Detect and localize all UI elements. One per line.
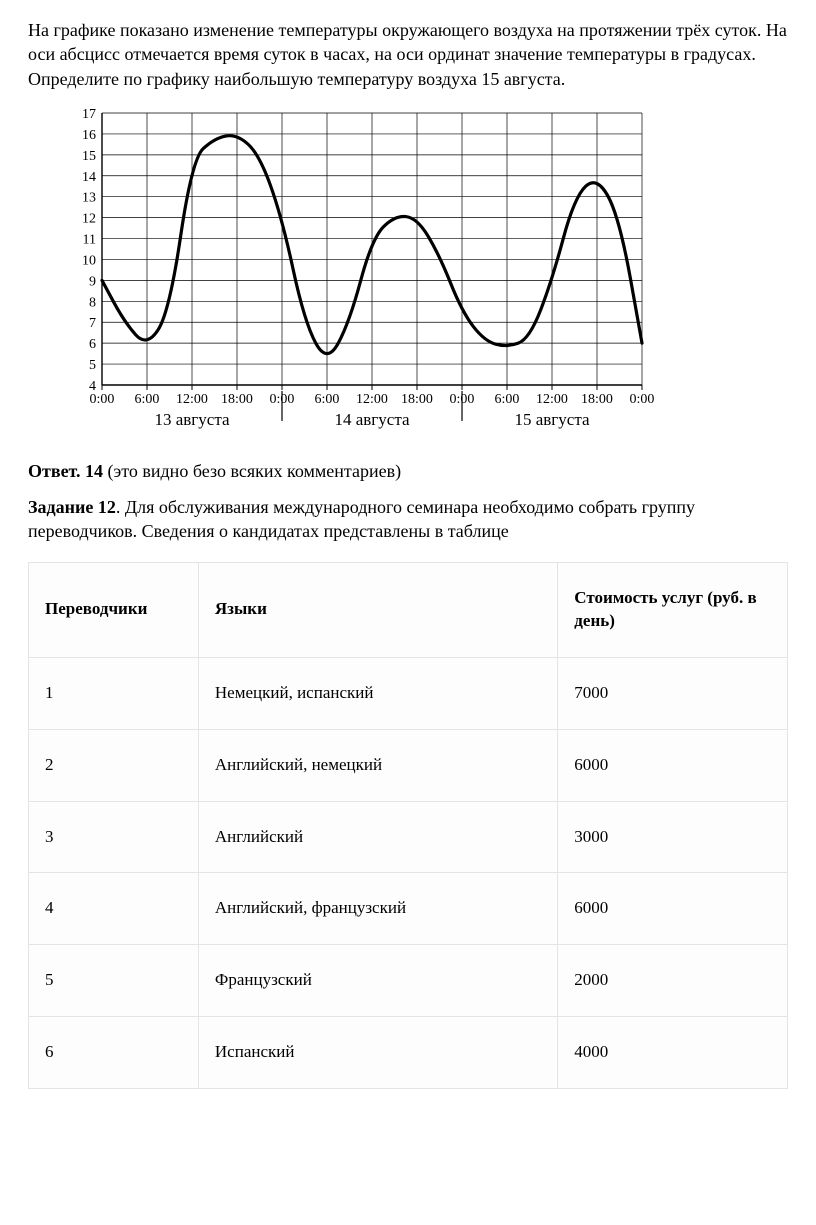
svg-text:6:00: 6:00	[495, 392, 520, 407]
svg-text:5: 5	[89, 358, 96, 373]
table-cell: Английский	[198, 801, 557, 873]
problem-text: На графике показано изменение температур…	[28, 18, 788, 91]
svg-text:18:00: 18:00	[221, 392, 253, 407]
table-cell: 4000	[558, 1017, 788, 1089]
table-cell: 1	[29, 657, 199, 729]
svg-text:6:00: 6:00	[135, 392, 160, 407]
svg-text:0:00: 0:00	[90, 392, 115, 407]
table-body: 1Немецкий, испанский70002Английский, нем…	[29, 657, 788, 1089]
svg-text:18:00: 18:00	[581, 392, 613, 407]
table-row: 3Английский3000	[29, 801, 788, 873]
table-cell: 6	[29, 1017, 199, 1089]
svg-text:17: 17	[82, 107, 96, 122]
svg-text:16: 16	[82, 128, 96, 143]
table-header-cell: Языки	[198, 562, 557, 657]
svg-text:15: 15	[82, 149, 96, 164]
svg-text:12:00: 12:00	[356, 392, 388, 407]
task-text: . Для обслуживания международного семина…	[28, 497, 695, 541]
table-cell: Английский, французский	[198, 873, 557, 945]
table-cell: 3000	[558, 801, 788, 873]
table-cell: 5	[29, 945, 199, 1017]
table-row: 5Французский2000	[29, 945, 788, 1017]
temperature-chart: 45678910111213141516170:006:0012:0018:00…	[64, 105, 788, 435]
svg-text:11: 11	[83, 232, 96, 247]
svg-text:18:00: 18:00	[401, 392, 433, 407]
svg-text:7: 7	[89, 316, 96, 331]
table-header-cell: Переводчики	[29, 562, 199, 657]
svg-text:10: 10	[82, 253, 96, 268]
svg-text:12:00: 12:00	[536, 392, 568, 407]
translators-table: ПереводчикиЯзыкиСтоимость услуг (руб. в …	[28, 562, 788, 1090]
table-cell: Английский, немецкий	[198, 729, 557, 801]
answer-line: Ответ. 14 (это видно безо всяких коммент…	[28, 459, 788, 483]
svg-text:12: 12	[82, 212, 96, 227]
table-cell: 6000	[558, 873, 788, 945]
answer-value: Ответ. 14	[28, 461, 103, 481]
task-label: Задание 12	[28, 497, 116, 517]
table-row: 4Английский, французский6000	[29, 873, 788, 945]
svg-text:6:00: 6:00	[315, 392, 340, 407]
table-row: 6Испанский4000	[29, 1017, 788, 1089]
svg-text:9: 9	[89, 274, 96, 289]
table-row: 2Английский, немецкий6000	[29, 729, 788, 801]
svg-text:0:00: 0:00	[630, 392, 654, 407]
svg-text:13 августа: 13 августа	[154, 410, 229, 429]
svg-text:14: 14	[82, 170, 96, 185]
table-header-row: ПереводчикиЯзыкиСтоимость услуг (руб. в …	[29, 562, 788, 657]
table-cell: 7000	[558, 657, 788, 729]
svg-text:8: 8	[89, 295, 96, 310]
table-cell: 2000	[558, 945, 788, 1017]
table-cell: Испанский	[198, 1017, 557, 1089]
svg-text:6: 6	[89, 337, 96, 352]
table-cell: 3	[29, 801, 199, 873]
table-cell: Немецкий, испанский	[198, 657, 557, 729]
svg-text:14 августа: 14 августа	[334, 410, 409, 429]
svg-text:12:00: 12:00	[176, 392, 208, 407]
svg-text:15 августа: 15 августа	[514, 410, 589, 429]
table-cell: Французский	[198, 945, 557, 1017]
table-cell: 4	[29, 873, 199, 945]
table-cell: 6000	[558, 729, 788, 801]
answer-note: (это видно безо всяких комментариев)	[103, 461, 401, 481]
task-line: Задание 12. Для обслуживания международн…	[28, 495, 788, 544]
table-row: 1Немецкий, испанский7000	[29, 657, 788, 729]
table-header-cell: Стоимость услуг (руб. в день)	[558, 562, 788, 657]
table-cell: 2	[29, 729, 199, 801]
svg-text:13: 13	[82, 191, 96, 206]
